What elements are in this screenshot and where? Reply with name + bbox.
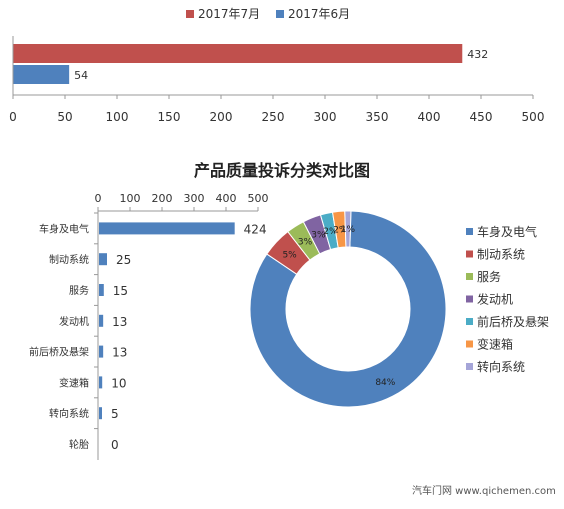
x-tick-label: 150 — [158, 110, 181, 124]
data-label-item-7: 0 — [111, 438, 119, 452]
x-tick-label: 300 — [184, 192, 205, 205]
bar-item-1 — [99, 253, 107, 266]
x-tick-label: 400 — [418, 110, 441, 124]
x-tick-label: 450 — [470, 110, 493, 124]
bar-item-6 — [99, 407, 102, 420]
pie-legend-label-item-3: 发动机 — [477, 292, 513, 307]
bar-item-5 — [99, 376, 103, 389]
category-label-item-4: 前后桥及悬架 — [29, 346, 89, 359]
category-label-item-5: 变速箱 — [59, 376, 89, 389]
category-label-item-2: 服务 — [69, 284, 89, 297]
bar-june — [13, 65, 70, 84]
pie-label-item-1: 5% — [282, 250, 297, 260]
x-tick-label: 400 — [216, 192, 237, 205]
data-label-item-1: 25 — [116, 253, 131, 267]
pie-legend-swatch-item-4 — [466, 318, 473, 325]
data-label-june: 54 — [74, 69, 88, 82]
x-tick-label: 250 — [262, 110, 285, 124]
category-label-item-0: 车身及电气 — [39, 222, 89, 235]
data-label-item-5: 10 — [111, 376, 126, 390]
pie-legend-label-item-6: 转向系统 — [477, 359, 525, 374]
data-label-item-2: 15 — [113, 284, 128, 298]
x-tick-label: 100 — [106, 110, 129, 124]
pie-legend-label-item-1: 制动系统 — [477, 248, 525, 262]
pie-legend-label-item-4: 前后桥及悬架 — [477, 314, 549, 329]
x-tick-label: 200 — [152, 192, 173, 205]
legend-label-july: 2017年7月 — [198, 7, 260, 21]
pie-legend-label-item-5: 变速箱 — [477, 337, 513, 352]
pie-legend-label-item-2: 服务 — [477, 269, 501, 284]
bar-item-3 — [99, 314, 104, 327]
pie-label-item-2: 3% — [298, 238, 313, 248]
pie-label-item-4: 2% — [323, 227, 338, 237]
bar-item-2 — [99, 284, 104, 296]
data-label-july: 432 — [467, 48, 488, 61]
pie-label-item-3: 3% — [311, 231, 326, 241]
x-tick-label: 0 — [9, 110, 17, 124]
pie-legend-swatch-item-1 — [466, 250, 473, 258]
data-label-item-4: 13 — [112, 346, 127, 360]
bar-item-0 — [99, 222, 235, 235]
pie-label-item-5: 2% — [333, 225, 348, 235]
watermark-text: 汽车门网 www.qichemen.com — [412, 484, 556, 497]
x-tick-label: 500 — [522, 110, 545, 124]
data-label-item-3: 13 — [112, 315, 127, 329]
pie-legend-swatch-item-2 — [466, 273, 473, 280]
x-tick-label: 0 — [95, 192, 102, 205]
data-label-item-0: 424 — [244, 222, 267, 236]
pie-legend-swatch-item-6 — [466, 363, 473, 370]
x-tick-label: 50 — [57, 110, 72, 124]
pie-label-item-6: 1% — [341, 225, 356, 235]
bar-july — [13, 44, 463, 63]
x-tick-label: 350 — [366, 110, 389, 124]
pie-legend-label-item-0: 车身及电气 — [477, 224, 537, 239]
x-tick-label: 300 — [314, 110, 337, 124]
pie-label-item-0: 84% — [375, 378, 395, 388]
pie-legend-swatch-item-5 — [466, 340, 473, 348]
pie-legend-swatch-item-3 — [466, 295, 473, 303]
pie-slice-item-6 — [344, 210, 352, 248]
legend-swatch-july — [186, 10, 194, 18]
legend-swatch-june — [276, 10, 284, 18]
pie-slice-item-0 — [249, 210, 447, 408]
bar-item-4 — [99, 345, 104, 358]
category-label-item-1: 制动系统 — [49, 253, 89, 266]
category-label-item-6: 转向系统 — [49, 407, 89, 420]
category-label-item-7: 轮胎 — [69, 438, 89, 451]
x-tick-label: 500 — [248, 192, 269, 205]
legend-label-june: 2017年6月 — [288, 7, 350, 21]
data-label-item-6: 5 — [111, 407, 119, 421]
chart-title: 产品质量投诉分类对比图 — [194, 161, 370, 180]
x-tick-label: 100 — [120, 192, 141, 205]
pie-legend-swatch-item-0 — [466, 228, 473, 235]
x-tick-label: 200 — [210, 110, 233, 124]
category-label-item-3: 发动机 — [59, 315, 89, 328]
